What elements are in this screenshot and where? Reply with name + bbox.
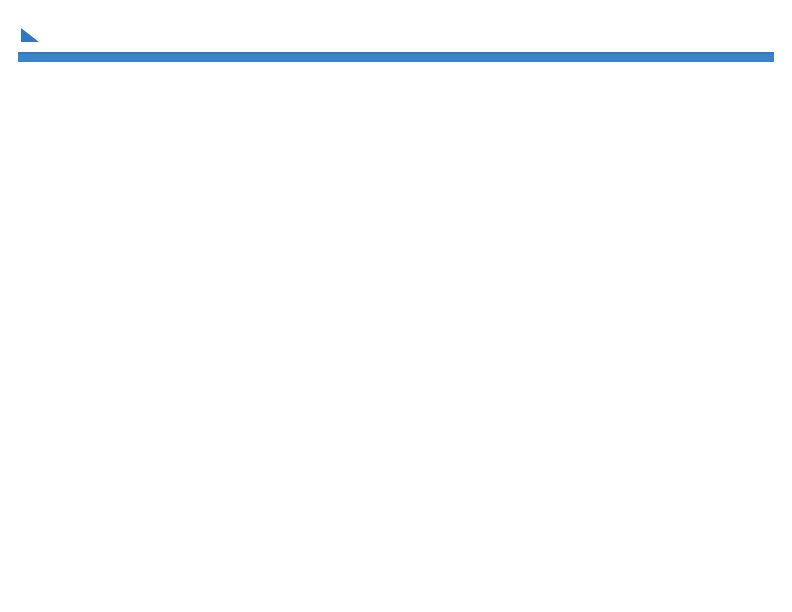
- weekday-label: [450, 54, 558, 62]
- weekday-label: [666, 54, 774, 62]
- weekday-label: [342, 54, 450, 62]
- weekday-label: [18, 54, 126, 62]
- page: [0, 0, 792, 62]
- calendar: [18, 52, 774, 62]
- weekday-label: [234, 54, 342, 62]
- header: [18, 18, 774, 42]
- weekday-label: [126, 54, 234, 62]
- weekday-label: [558, 54, 666, 62]
- logo-triangle-icon: [21, 28, 39, 42]
- logo: [18, 18, 39, 42]
- weekday-header-row: [18, 54, 774, 62]
